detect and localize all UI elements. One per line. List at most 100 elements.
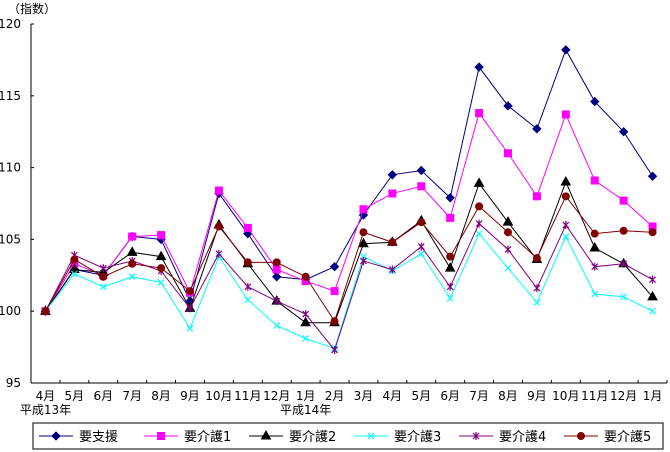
data-point [446, 213, 455, 222]
x-tick-label: 10月 [205, 389, 232, 403]
data-point [99, 272, 108, 281]
data-point [300, 316, 311, 327]
data-point [244, 296, 252, 304]
data-point [329, 261, 340, 272]
data-point [215, 249, 223, 258]
data-point [417, 182, 426, 191]
data-point [590, 229, 599, 238]
x-tick-label: 12月 [610, 389, 637, 403]
data-point [41, 307, 50, 316]
legend-box [32, 422, 664, 450]
data-point [532, 254, 541, 263]
data-point [504, 264, 512, 272]
data-point [387, 170, 398, 180]
data-point [186, 325, 194, 332]
data-point [273, 297, 281, 306]
x-tick-label: 6月 [93, 389, 113, 403]
series-line [45, 222, 653, 352]
x-tick-label: 5月 [411, 389, 431, 403]
x-tick-label: 4月 [36, 389, 56, 403]
x-tick-label: 5月 [65, 389, 85, 403]
legend-marker [472, 432, 480, 440]
y-tick-label: 120 [0, 17, 21, 31]
data-point [358, 237, 369, 248]
data-point [590, 96, 600, 107]
data-point [619, 226, 628, 235]
data-point [244, 282, 252, 291]
data-point [591, 262, 599, 271]
data-point [302, 335, 310, 342]
x-tick-label: 10月 [552, 389, 579, 403]
data-point [388, 238, 397, 247]
data-point [533, 299, 541, 307]
data-point [618, 126, 629, 137]
data-point [301, 272, 310, 281]
y-tick-label: 115 [0, 89, 21, 103]
legend-marker [367, 432, 375, 440]
series-line [45, 195, 653, 323]
series-line [45, 180, 653, 324]
x-tick-label: 7月 [122, 389, 142, 403]
data-point [561, 45, 571, 55]
data-point [475, 230, 483, 238]
data-point [444, 262, 456, 272]
data-point [504, 245, 512, 254]
x-tick-label: 2月 [325, 389, 345, 403]
data-point [620, 293, 628, 301]
data-point [446, 282, 454, 291]
data-point [561, 110, 570, 119]
data-point [155, 250, 167, 261]
data-point [128, 259, 137, 268]
x-tick-label: 9月 [180, 389, 200, 403]
x-tick-label: 1月 [643, 389, 663, 403]
year-label: 平成14年 [280, 403, 331, 417]
y-tick-label: 95 [6, 376, 21, 390]
legend-item: 要介護1 [144, 429, 231, 445]
data-point [473, 177, 485, 187]
data-point [649, 307, 656, 315]
series-layer [40, 45, 658, 354]
data-point [70, 255, 79, 264]
data-point [69, 263, 80, 274]
legend-label: 要介護1 [184, 429, 231, 445]
data-point [243, 223, 252, 232]
y-tick-label: 100 [0, 304, 21, 318]
data-point [70, 270, 78, 278]
x-tick-label: 1月 [296, 389, 316, 403]
data-point [504, 149, 512, 158]
y-tick-label: 105 [0, 232, 21, 246]
data-point [214, 186, 223, 195]
series-line [45, 232, 653, 350]
x-tick-label: 11月 [234, 389, 261, 403]
legend-item: 要支援 [39, 430, 118, 445]
data-point [128, 232, 137, 241]
data-point [388, 265, 396, 274]
data-point [647, 171, 658, 181]
data-point [590, 176, 599, 185]
x-tick-label: 8月 [151, 389, 171, 403]
data-point [272, 258, 281, 267]
data-point [445, 193, 455, 203]
data-point [330, 317, 339, 326]
data-point [502, 216, 514, 226]
data-point [331, 345, 338, 354]
data-point [649, 275, 656, 284]
x-tick-label: 6月 [440, 389, 460, 403]
legend-label: 要介護5 [604, 429, 651, 445]
series-6 [41, 192, 657, 326]
data-point [532, 192, 541, 201]
data-point [533, 284, 541, 293]
legend-label: 要介護3 [394, 429, 441, 445]
x-tick-label: 7月 [469, 389, 489, 403]
x-tick-label: 8月 [498, 389, 518, 403]
legend-marker [157, 432, 165, 440]
data-point [157, 264, 166, 273]
x-tick-label: 9月 [527, 389, 547, 403]
data-point [620, 259, 628, 268]
y-tick-label: 110 [0, 161, 21, 175]
legend-item: 要介護5 [564, 429, 651, 445]
y-axis-unit-label: （指数） [8, 1, 56, 16]
legend-label: 要介護2 [289, 429, 336, 445]
